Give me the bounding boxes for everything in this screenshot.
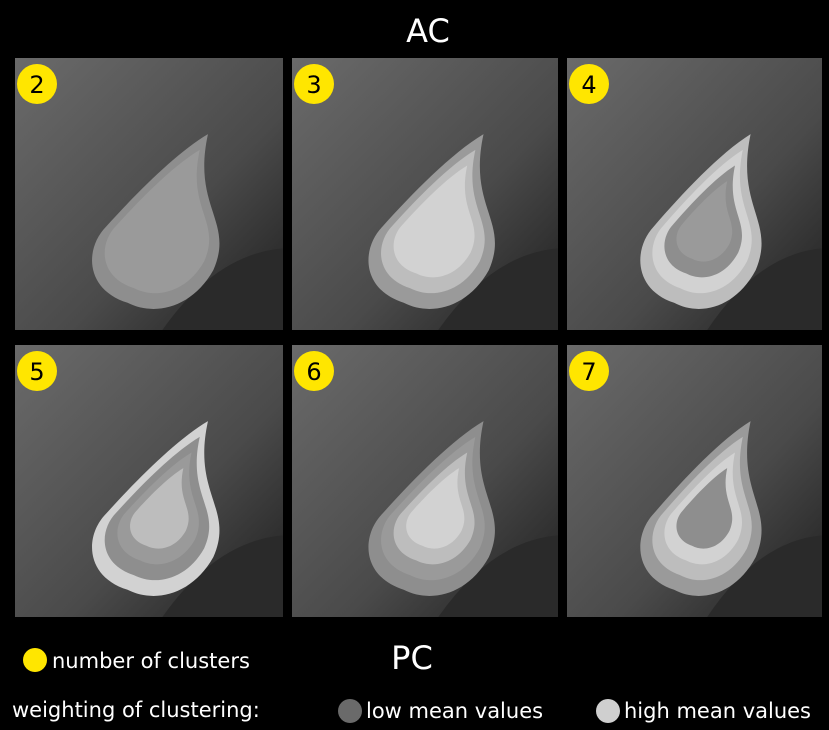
cluster-number: 4: [581, 71, 596, 99]
panel: 6: [292, 345, 558, 617]
cluster-number: 2: [29, 71, 44, 99]
panel: 7: [567, 345, 822, 617]
cluster-number: 3: [306, 71, 321, 99]
cluster-number: 6: [306, 358, 321, 386]
panel: 3: [292, 58, 558, 330]
legend-low-marker: [338, 699, 362, 723]
bottom-label: PC: [391, 639, 433, 677]
legend-weighting-label: weighting of clustering:: [12, 698, 260, 722]
legend-marker: [23, 648, 47, 672]
legend-low-label: low mean values: [366, 699, 543, 723]
legend-high-marker: [596, 699, 620, 723]
cluster-number: 5: [29, 358, 44, 386]
cluster-number: 7: [581, 358, 596, 386]
panel: 4: [567, 58, 822, 330]
panel: 5: [15, 345, 283, 617]
legend-marker-label: number of clusters: [52, 649, 250, 673]
panel: 2: [15, 58, 283, 330]
figure: AC PC number of clusters weighting of cl…: [0, 0, 829, 730]
legend-high-label: high mean values: [624, 699, 811, 723]
top-label: AC: [406, 12, 450, 50]
